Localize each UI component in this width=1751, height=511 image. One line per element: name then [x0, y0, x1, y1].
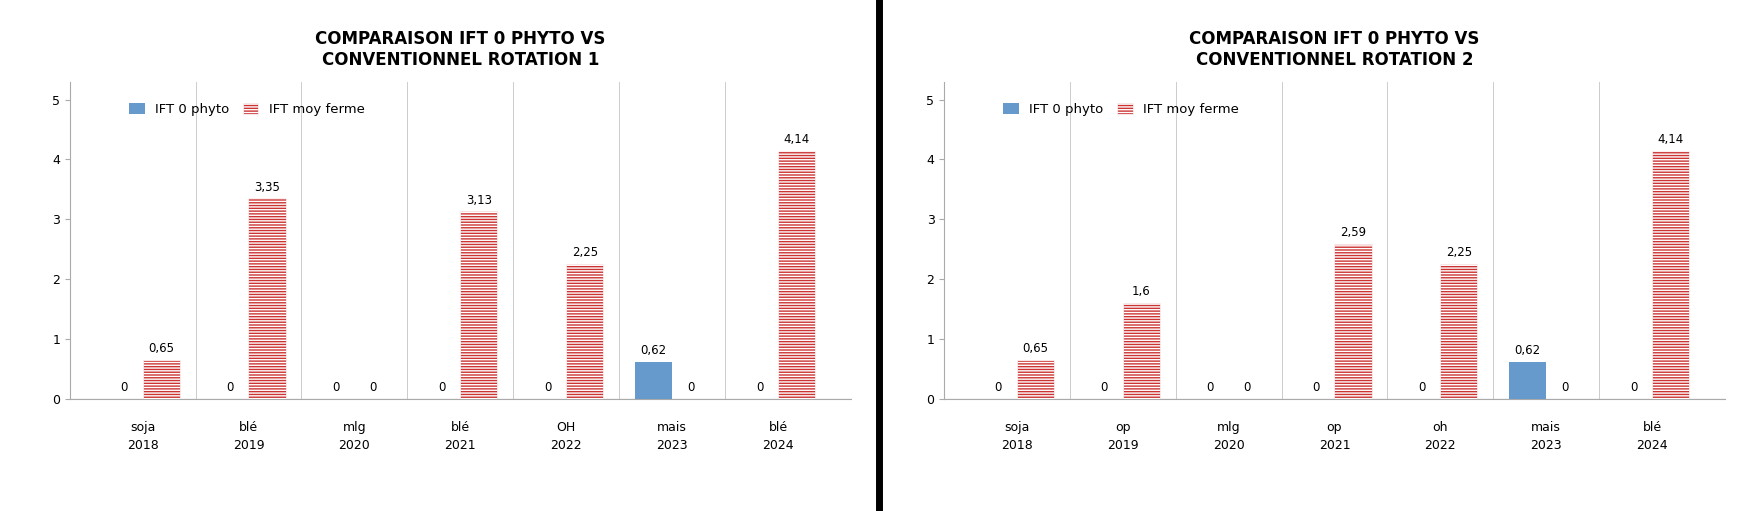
Text: 0: 0 — [438, 381, 445, 394]
Title: COMPARAISON IFT 0 PHYTO VS
CONVENTIONNEL ROTATION 2: COMPARAISON IFT 0 PHYTO VS CONVENTIONNEL… — [1189, 30, 1480, 69]
Text: OH: OH — [557, 421, 576, 434]
Text: 2021: 2021 — [445, 439, 476, 452]
Text: 0: 0 — [226, 381, 233, 394]
Bar — [142, 360, 180, 399]
Text: 2021: 2021 — [1319, 439, 1350, 452]
Text: 0: 0 — [756, 381, 763, 394]
Text: 2022: 2022 — [550, 439, 581, 452]
Text: blé: blé — [238, 421, 257, 434]
Text: 2,25: 2,25 — [571, 246, 597, 259]
Text: 0: 0 — [995, 381, 1002, 394]
Bar — [1122, 303, 1159, 399]
Text: 2018: 2018 — [1002, 439, 1033, 452]
Bar — [1441, 264, 1478, 399]
Text: mais: mais — [657, 421, 686, 434]
Text: 2018: 2018 — [126, 439, 158, 452]
Bar — [1653, 151, 1690, 399]
Text: 2024: 2024 — [762, 439, 793, 452]
Text: op: op — [1115, 421, 1131, 434]
Text: 0: 0 — [333, 381, 340, 394]
Text: 0: 0 — [121, 381, 128, 394]
Text: 2,25: 2,25 — [1446, 246, 1473, 259]
Text: 0: 0 — [1311, 381, 1320, 394]
Text: blé: blé — [1642, 421, 1662, 434]
Text: blé: blé — [450, 421, 469, 434]
Bar — [249, 198, 285, 399]
Bar — [1017, 360, 1054, 399]
Text: 0: 0 — [686, 381, 695, 394]
Text: oh: oh — [1432, 421, 1448, 434]
Bar — [777, 151, 814, 399]
Legend: IFT 0 phyto, IFT moy ferme: IFT 0 phyto, IFT moy ferme — [124, 98, 369, 122]
Text: 0: 0 — [1206, 381, 1213, 394]
Bar — [1509, 361, 1546, 399]
Text: 0: 0 — [1418, 381, 1425, 394]
Text: 0,62: 0,62 — [641, 344, 667, 357]
Text: 2023: 2023 — [657, 439, 688, 452]
Text: 0: 0 — [369, 381, 376, 394]
Legend: IFT 0 phyto, IFT moy ferme: IFT 0 phyto, IFT moy ferme — [998, 98, 1245, 122]
Bar — [566, 264, 604, 399]
Text: 3,35: 3,35 — [254, 180, 280, 194]
Text: 3,13: 3,13 — [466, 194, 492, 206]
Text: 2024: 2024 — [1637, 439, 1669, 452]
Text: 0: 0 — [1630, 381, 1637, 394]
Text: 0,62: 0,62 — [1515, 344, 1541, 357]
Bar — [461, 212, 497, 399]
Text: blé: blé — [769, 421, 788, 434]
Text: 0: 0 — [545, 381, 552, 394]
Text: 2020: 2020 — [1213, 439, 1245, 452]
Bar — [1334, 244, 1371, 399]
Text: 2023: 2023 — [1530, 439, 1562, 452]
Text: mlg: mlg — [343, 421, 366, 434]
Text: 0: 0 — [1100, 381, 1108, 394]
Text: mais: mais — [1532, 421, 1562, 434]
Text: 2019: 2019 — [1107, 439, 1138, 452]
Text: mlg: mlg — [1217, 421, 1240, 434]
Text: 2019: 2019 — [233, 439, 264, 452]
Bar — [636, 361, 672, 399]
Text: 4,14: 4,14 — [783, 133, 809, 146]
Text: soja: soja — [1003, 421, 1030, 434]
Text: 0,65: 0,65 — [149, 342, 173, 355]
Text: 0,65: 0,65 — [1023, 342, 1049, 355]
Text: soja: soja — [130, 421, 156, 434]
Text: 2020: 2020 — [338, 439, 369, 452]
Text: 2022: 2022 — [1425, 439, 1457, 452]
Text: 4,14: 4,14 — [1658, 133, 1684, 146]
Title: COMPARAISON IFT 0 PHYTO VS
CONVENTIONNEL ROTATION 1: COMPARAISON IFT 0 PHYTO VS CONVENTIONNEL… — [315, 30, 606, 69]
Text: 1,6: 1,6 — [1131, 285, 1150, 298]
Text: 2,59: 2,59 — [1340, 226, 1366, 239]
Text: 0: 0 — [1243, 381, 1250, 394]
Text: 0: 0 — [1562, 381, 1569, 394]
Text: op: op — [1327, 421, 1343, 434]
